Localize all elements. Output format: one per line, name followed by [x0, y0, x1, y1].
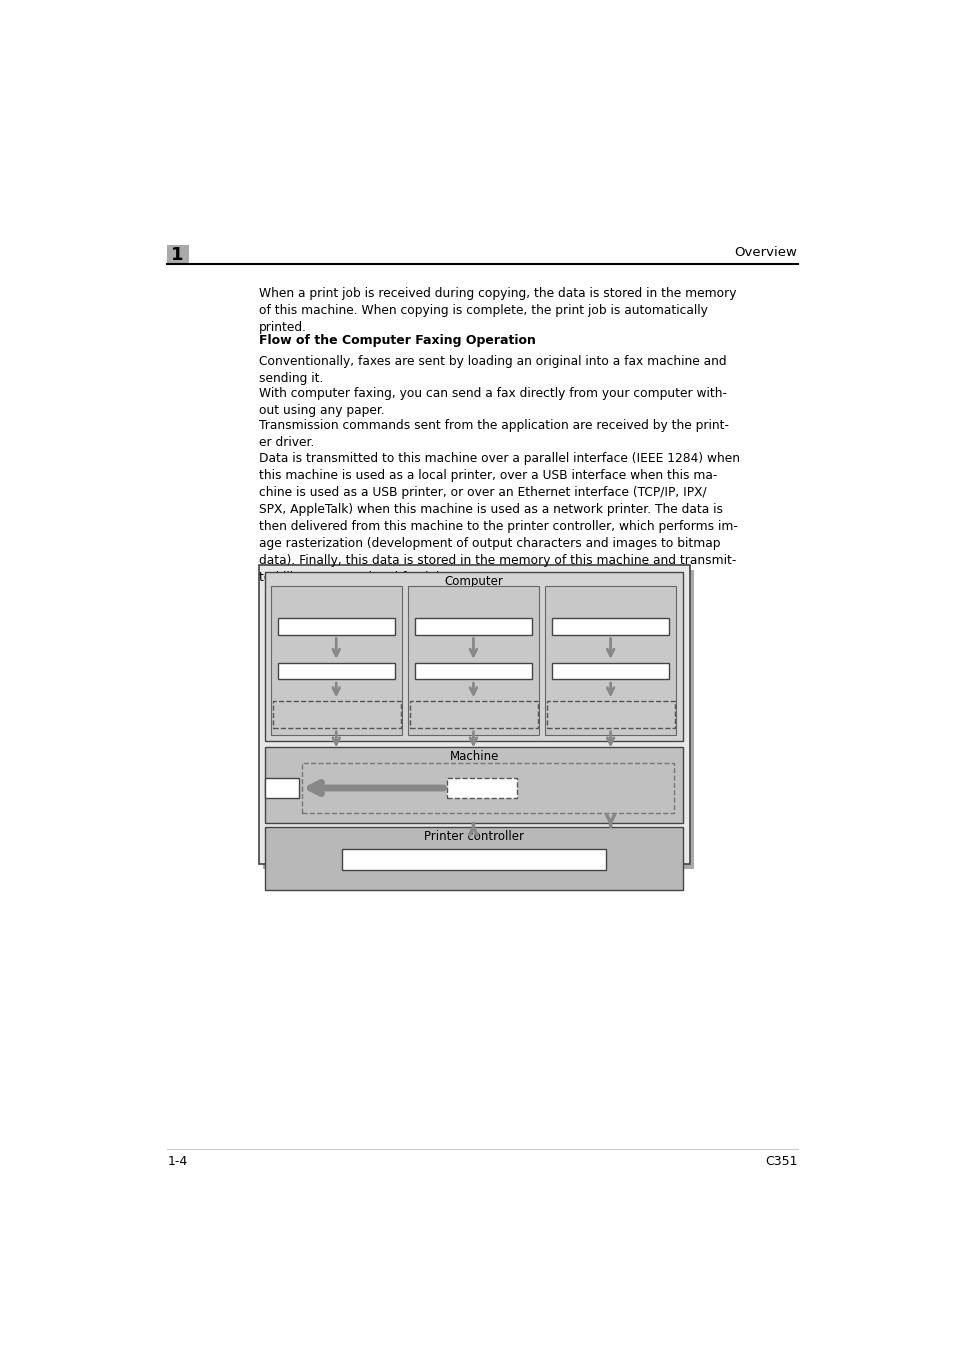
Text: PS/PCL processing (rasterizing): PS/PCL processing (rasterizing): [382, 853, 565, 867]
Bar: [273, 701, 400, 728]
Bar: [552, 663, 669, 679]
Bar: [415, 618, 532, 634]
Bar: [408, 586, 538, 734]
Text: Machine: Machine: [449, 751, 498, 763]
Bar: [265, 571, 682, 741]
Bar: [278, 618, 395, 634]
Text: Ethernet (TCP/IP, IPX/
SPX, or AppleTalk): Ethernet (TCP/IP, IPX/ SPX, or AppleTalk…: [558, 705, 662, 728]
Bar: [263, 570, 694, 869]
Text: Printer driver: Printer driver: [436, 664, 511, 675]
Bar: [415, 663, 532, 679]
Text: Overview: Overview: [734, 246, 797, 259]
Bar: [265, 747, 682, 822]
Text: Printer controller: Printer controller: [424, 830, 523, 844]
Bar: [271, 586, 402, 734]
Text: Printer driver: Printer driver: [298, 664, 374, 675]
Text: Printer driver: Printer driver: [572, 664, 648, 675]
Text: Used as a
network printer: Used as a network printer: [569, 589, 651, 612]
Text: Used as a local
printer: Used as a local printer: [296, 589, 375, 612]
Text: Application: Application: [578, 620, 642, 630]
Text: C351: C351: [765, 1156, 798, 1168]
Text: Used as a USB
printer: Used as a USB printer: [436, 589, 511, 612]
Bar: [278, 663, 395, 679]
Bar: [545, 586, 676, 734]
Text: USB: USB: [461, 709, 485, 718]
Bar: [302, 763, 674, 814]
Text: With computer faxing, you can send a fax directly from your computer with-
out u: With computer faxing, you can send a fax…: [258, 387, 726, 417]
Text: Conventionally, faxes are sent by loading an original into a fax machine and
sen: Conventionally, faxes are sent by loadin…: [258, 355, 725, 385]
Text: When a print job is received during copying, the data is stored in the memory
of: When a print job is received during copy…: [258, 286, 736, 333]
Text: Application: Application: [441, 620, 505, 630]
Bar: [167, 246, 189, 263]
Bar: [342, 849, 605, 871]
Text: Print: Print: [269, 782, 294, 792]
Bar: [258, 566, 689, 864]
Text: Data is transmitted to this machine over a parallel interface (IEEE 1284) when
t: Data is transmitted to this machine over…: [258, 451, 739, 583]
Bar: [265, 828, 682, 891]
Text: Transmission commands sent from the application are received by the print-
er dr: Transmission commands sent from the appl…: [258, 420, 728, 450]
Text: Computer: Computer: [444, 575, 503, 587]
Text: Parallel interface
(IEEE 1284): Parallel interface (IEEE 1284): [292, 705, 380, 728]
Bar: [410, 701, 537, 728]
Bar: [265, 778, 298, 798]
Bar: [552, 618, 669, 634]
Text: 1: 1: [171, 246, 184, 265]
Text: Application: Application: [304, 620, 368, 630]
Text: Flow of the Computer Faxing Operation: Flow of the Computer Faxing Operation: [258, 335, 535, 347]
Text: 1-4: 1-4: [167, 1156, 188, 1168]
Bar: [447, 778, 517, 798]
Bar: [546, 701, 674, 728]
